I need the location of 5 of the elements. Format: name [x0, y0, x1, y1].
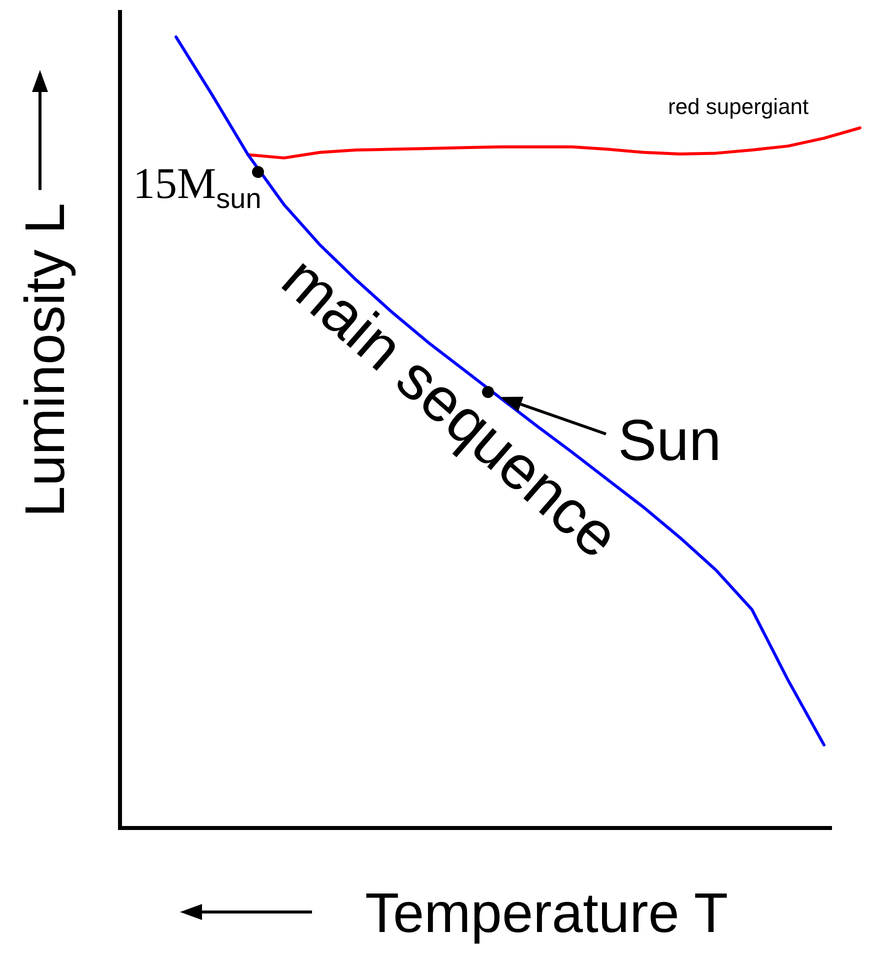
x-axis-title: Temperature T: [365, 881, 728, 944]
annotation: 15M$_{sun}$: [133, 159, 262, 214]
y-axis-title: Luminosity L: [13, 202, 76, 518]
series-label: red supergiant: [668, 94, 809, 119]
annotation: Sun: [618, 408, 722, 473]
